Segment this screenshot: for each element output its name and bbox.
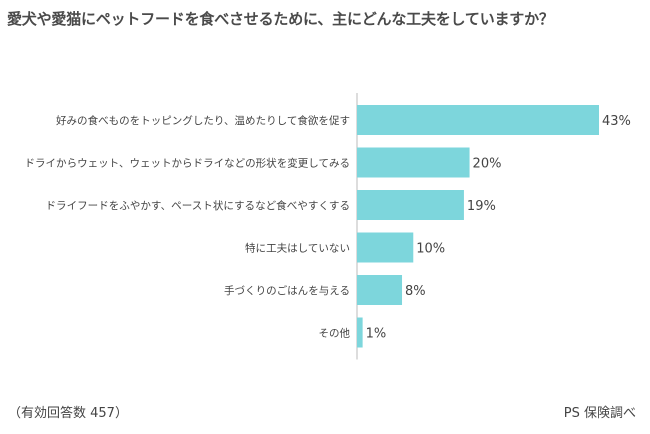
bar-3 <box>357 232 414 263</box>
category-label-5: その他 <box>319 327 351 340</box>
bar-0 <box>357 105 599 135</box>
value-label-4: 8% <box>405 284 426 299</box>
value-label-5: 1% <box>366 327 387 342</box>
category-label-2: ドライフードをふやかす、ペースト状にするなど食べやすくする <box>46 199 351 212</box>
category-label-1: ドライからウェット、ウェットからドライなどの形状を変更してみる <box>25 157 350 170</box>
category-label-0: 好みの食べものをトッピングしたり、温めたりして食欲を促す <box>56 114 350 127</box>
bars-layer: 好みの食べものをトッピングしたり、温めたりして食欲を促す 43% ドライからウェット… <box>25 93 631 360</box>
bar-2 <box>357 190 464 220</box>
value-label-1: 20% <box>473 157 502 172</box>
respondent-count-note: （有効回答数 457） <box>8 406 128 421</box>
value-label-3: 10% <box>416 242 445 257</box>
bar-5 <box>357 317 363 348</box>
category-label-3: 特に工夫はしていない <box>245 243 350 255</box>
category-label-4: 手づくりのごはんを与える <box>224 284 350 297</box>
value-label-0: 43% <box>602 114 631 129</box>
bar-4 <box>357 275 403 305</box>
value-label-2: 19% <box>467 199 496 214</box>
bar-1 <box>357 147 470 178</box>
chart-title: 愛犬や愛猫にペットフードを食べさせるために、主にどんな工夫をしていますか？ <box>7 10 554 28</box>
source-note: PS 保険調べ <box>563 406 636 421</box>
